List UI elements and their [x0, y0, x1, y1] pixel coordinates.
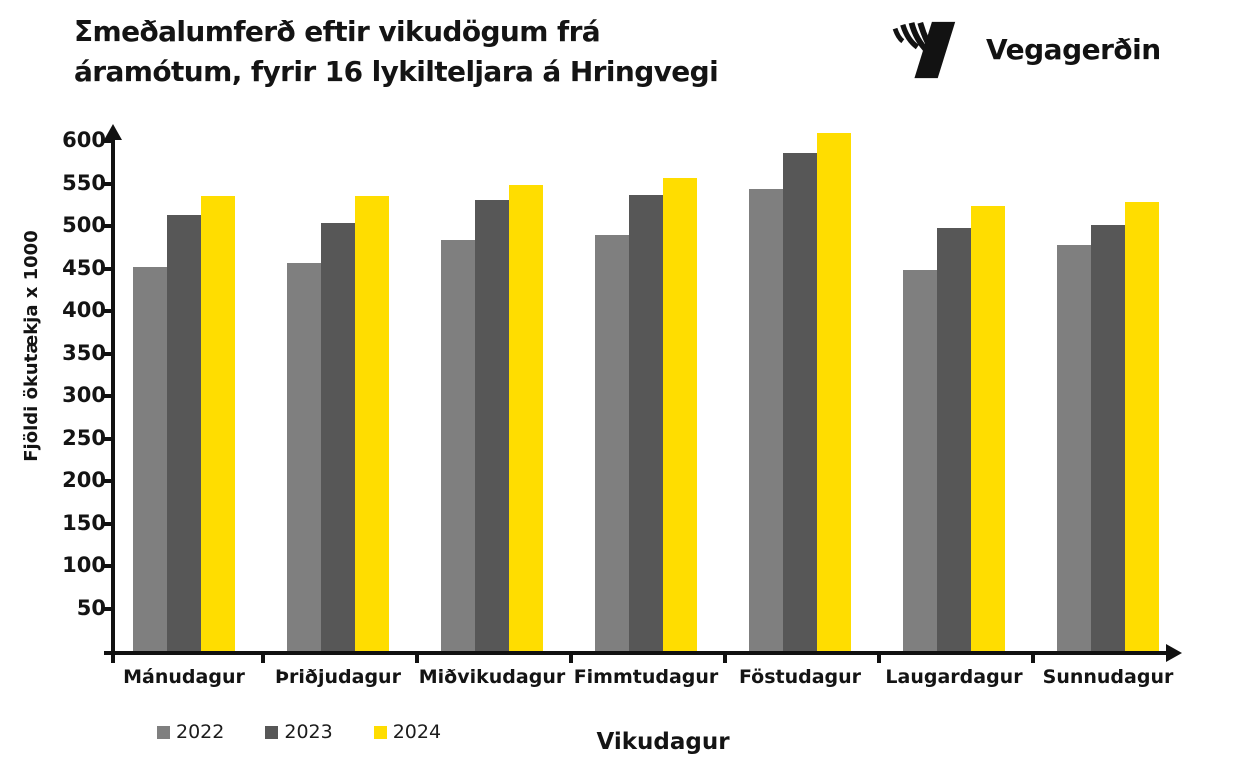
chart-title-line1: Σmeðalumferð eftir vikudögum frá: [74, 15, 601, 48]
x-tick-mark-6: [1031, 651, 1035, 663]
x-axis-title: Vikudagur: [596, 729, 730, 755]
y-tick-mark-150: [103, 522, 114, 526]
y-tick-mark-400: [103, 309, 114, 313]
y-tick-label-350: 350: [62, 341, 106, 365]
y-tick-label-150: 150: [62, 511, 106, 535]
bar-2024-Sunnudagur: [1125, 202, 1159, 651]
bar-2023-Fimmtudagur: [629, 195, 663, 651]
y-tick-label-50: 50: [76, 596, 106, 620]
category-label-Sunnudagur: Sunnudagur: [1042, 666, 1174, 688]
legend-label-2022: 2022: [176, 721, 225, 743]
category-label-Þriðjudagur: Þriðjudagur: [275, 666, 401, 688]
bar-2023-Sunnudagur: [1091, 225, 1125, 651]
y-tick-label-600: 600: [62, 128, 106, 152]
legend-swatch-icon-2024: [373, 725, 387, 739]
y-tick-mark-450: [103, 267, 114, 271]
bar-2022-Þriðjudagur: [287, 263, 321, 651]
y-tick-label-250: 250: [62, 426, 106, 450]
chart-title-line2: áramótum, fyrir 16 lykilteljara á Hringv…: [74, 55, 719, 88]
y-tick-label-500: 500: [62, 213, 106, 237]
bar-2022-Miðvikudagur: [441, 240, 475, 651]
category-label-Föstudagur: Föstudagur: [738, 666, 862, 688]
x-tick-mark-3: [569, 651, 573, 663]
bar-2022-Mánudagur: [133, 267, 167, 651]
y-tick-label-400: 400: [62, 298, 106, 322]
category-label-Fimmtudagur: Fimmtudagur: [573, 666, 719, 688]
bar-2023-Mánudagur: [167, 215, 201, 651]
vegagerdin-logo-icon: [892, 21, 956, 79]
bar-2024-Fimmtudagur: [663, 178, 697, 651]
x-axis-arrow-icon: [1166, 644, 1182, 662]
bar-2023-Laugardagur: [937, 228, 971, 651]
bar-2023-Miðvikudagur: [475, 200, 509, 651]
bar-2024-Mánudagur: [201, 196, 235, 651]
bar-2022-Fimmtudagur: [595, 235, 629, 651]
bar-2024-Laugardagur: [971, 206, 1005, 651]
category-label-Miðvikudagur: Miðvikudagur: [418, 666, 566, 688]
legend-item-2022: 2022: [157, 721, 224, 743]
bar-2022-Laugardagur: [903, 270, 937, 651]
bar-2024-Þriðjudagur: [355, 196, 389, 651]
chart-title: Σmeðalumferð eftir vikudögum frá áramótu…: [74, 12, 719, 92]
x-tick-mark-4: [723, 651, 727, 663]
category-label-Laugardagur: Laugardagur: [885, 666, 1023, 688]
y-tick-mark-350: [103, 352, 114, 356]
bar-2023-Þriðjudagur: [321, 223, 355, 651]
y-axis-title: Fjöldi ökutækja x 1000: [21, 230, 42, 462]
y-tick-mark-200: [103, 479, 114, 483]
y-tick-mark-300: [103, 394, 114, 398]
y-tick-label-200: 200: [62, 468, 106, 492]
x-axis-line: [104, 651, 1168, 655]
y-tick-mark-600: [103, 139, 114, 143]
category-label-Mánudagur: Mánudagur: [123, 666, 245, 688]
y-tick-label-300: 300: [62, 383, 106, 407]
y-axis-arrow-icon: [104, 124, 122, 140]
legend-label-2024: 2024: [392, 721, 442, 743]
y-tick-label-550: 550: [62, 171, 106, 195]
y-tick-mark-100: [103, 564, 114, 568]
legend-item-2024: 2024: [373, 721, 442, 743]
legend: 2022 2023 2024: [157, 721, 441, 743]
x-tick-mark-0: [111, 651, 115, 663]
bar-2023-Föstudagur: [783, 153, 817, 651]
vegagerdin-logo-text: Vegagerðin: [986, 32, 1161, 66]
bar-2024-Miðvikudagur: [509, 185, 543, 651]
bar-2022-Föstudagur: [749, 189, 783, 651]
y-tick-mark-250: [103, 437, 114, 441]
y-tick-mark-50: [103, 607, 114, 611]
y-tick-mark-550: [103, 182, 114, 186]
x-tick-mark-1: [261, 651, 265, 663]
x-tick-mark-5: [877, 651, 881, 663]
legend-swatch-icon-2022: [157, 725, 170, 739]
legend-label-2023: 2023: [284, 721, 333, 743]
legend-swatch-icon-2023: [265, 725, 279, 739]
y-tick-label-100: 100: [62, 553, 106, 577]
y-tick-mark-500: [103, 224, 114, 228]
legend-item-2023: 2023: [265, 721, 333, 743]
x-tick-mark-2: [415, 651, 419, 663]
y-tick-label-450: 450: [62, 256, 106, 280]
bar-2022-Sunnudagur: [1057, 245, 1091, 651]
bar-2024-Föstudagur: [817, 133, 851, 651]
vegagerdin-logo: Vegagerðin: [884, 16, 1161, 82]
